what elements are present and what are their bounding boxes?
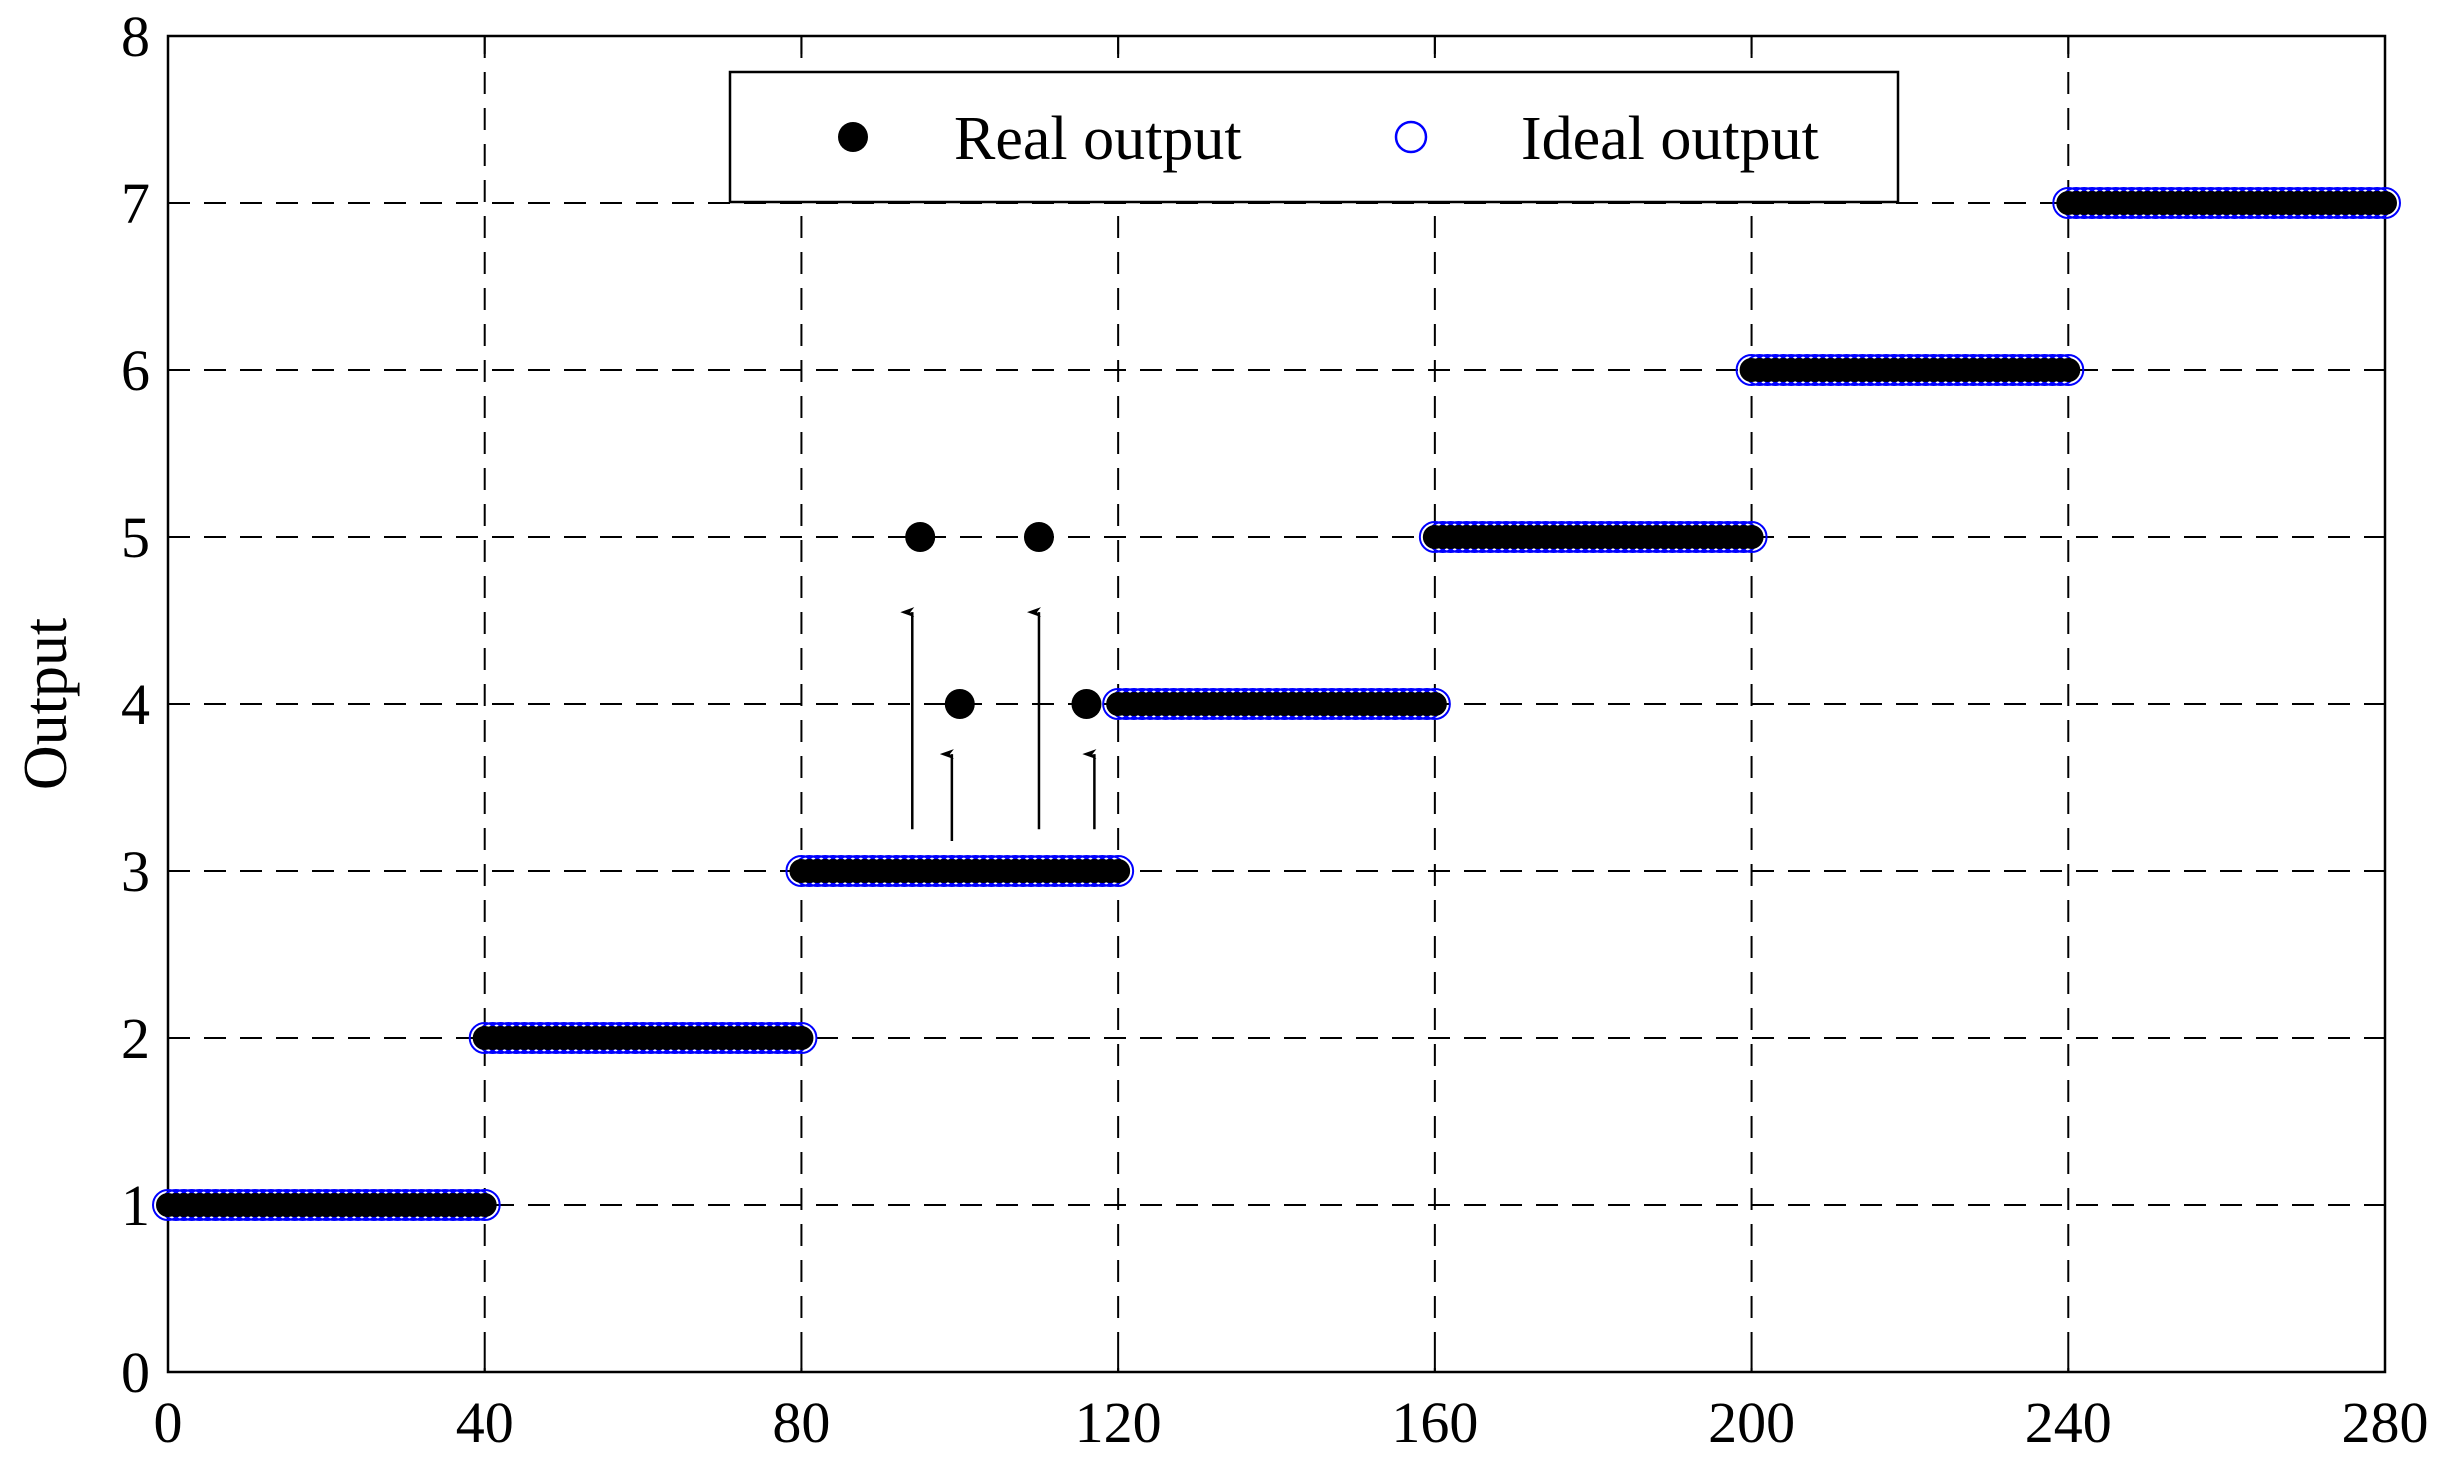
- x-tick-label: 40: [456, 1390, 514, 1455]
- y-axis-label: Output: [12, 618, 80, 790]
- real-outlier-point: [1023, 522, 1054, 552]
- legend-label-real: Real output: [954, 105, 1242, 173]
- x-tick-label: 80: [772, 1390, 830, 1455]
- y-tick-label: 5: [121, 505, 150, 570]
- y-tick-label: 0: [121, 1340, 150, 1405]
- x-tick-label: 120: [1075, 1390, 1162, 1455]
- ticks: 0 40 80 120 160 200 240 280 0 1 2 3 4 5 6 7 8: [121, 4, 2429, 1455]
- real-point: [472, 1193, 497, 1217]
- legend-box: [728, 70, 1900, 204]
- series-real: [156, 191, 2397, 1217]
- y-tick-label: 7: [121, 171, 150, 236]
- x-tick-label: 200: [1708, 1390, 1795, 1455]
- legend: Real output Ideal output: [728, 70, 1900, 204]
- x-tick-label: 280: [2342, 1390, 2429, 1455]
- real-point: [1739, 525, 1764, 549]
- legend-label-ideal: Ideal output: [1521, 105, 1819, 173]
- real-outlier-point: [905, 522, 936, 552]
- x-tick-label: 240: [2025, 1390, 2112, 1455]
- y-tick-label: 4: [121, 672, 150, 737]
- y-tick-label: 1: [121, 1173, 150, 1238]
- real-point: [2056, 358, 2081, 382]
- legend-marker-ideal: [1394, 120, 1428, 154]
- real-outlier-point: [944, 689, 975, 719]
- y-tick-label: 3: [121, 839, 150, 904]
- real-point: [1106, 859, 1131, 883]
- y-tick-label: 2: [121, 1006, 150, 1071]
- real-outlier-point: [1071, 689, 1102, 719]
- real-point: [789, 1026, 814, 1050]
- y-tick-label: 6: [121, 338, 150, 403]
- legend-marker-real: [838, 122, 868, 152]
- x-tick-label: 160: [1391, 1390, 1478, 1455]
- real-point: [1422, 692, 1447, 716]
- real-point: [2373, 191, 2397, 215]
- y-tick-label: 8: [121, 4, 150, 69]
- annotations: [900, 607, 1097, 841]
- x-tick-label: 0: [154, 1390, 183, 1455]
